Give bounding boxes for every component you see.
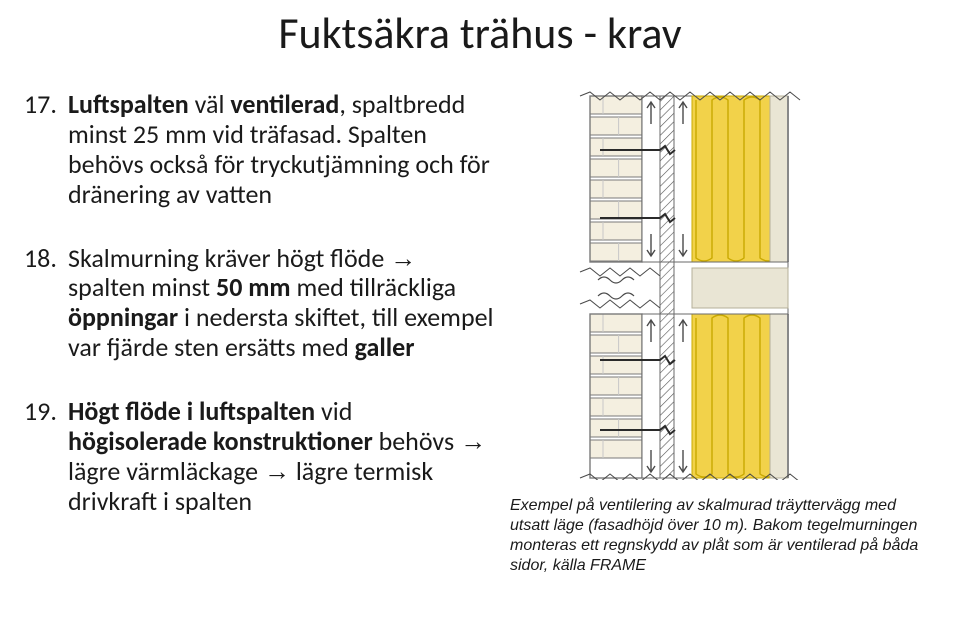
item-number: 19. bbox=[24, 397, 68, 517]
page-title: Fuktsäkra trähus - krav bbox=[0, 6, 960, 60]
list-item: 19. Högt flöde i luftspalten vid högisol… bbox=[24, 397, 494, 517]
item-number: 18. bbox=[24, 244, 68, 364]
list-item: 17. Luftspalten väl ventilerad, spaltbre… bbox=[24, 90, 494, 210]
wall-section-figure bbox=[510, 90, 930, 480]
item-body: Luftspalten väl ventilerad, spaltbredd m… bbox=[68, 90, 494, 210]
figure-caption: Exempel på ventilering av skalmurad träy… bbox=[510, 496, 930, 576]
text-column: 17. Luftspalten väl ventilerad, spaltbre… bbox=[24, 90, 494, 551]
item-number: 17. bbox=[24, 90, 68, 210]
item-body: Skalmurning kräver högt flöde → spalten … bbox=[68, 244, 494, 364]
list-item: 18. Skalmurning kräver högt flöde → spal… bbox=[24, 244, 494, 364]
item-body: Högt flöde i luftspalten vid högisolerad… bbox=[68, 397, 494, 517]
